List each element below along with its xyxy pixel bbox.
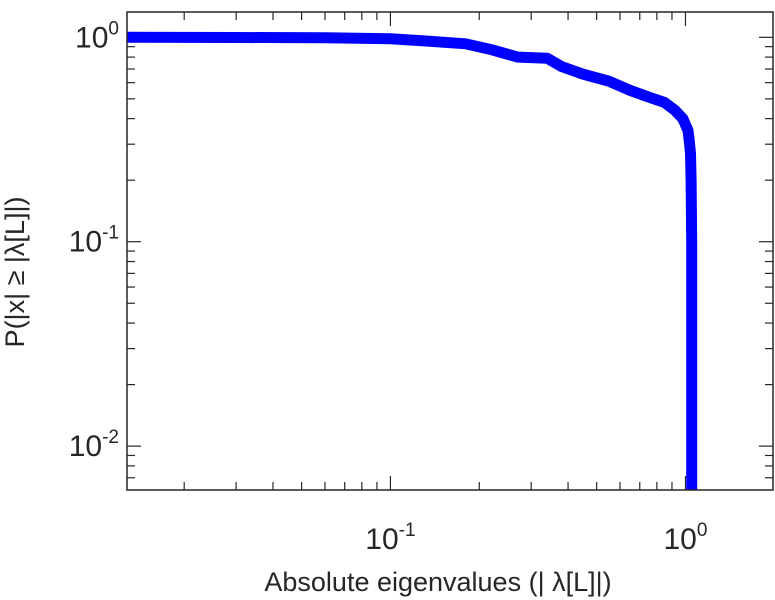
ticks-layer [127,12,773,490]
labels-layer: 10-1 100 100 10-1 10-2 [69,18,708,556]
plot-frame [126,11,774,491]
series-layer [126,31,698,490]
x-axis-label: Absolute eigenvalues (| λ[L]|) [264,567,611,597]
y-tick-label: 10-1 [69,223,119,259]
x-tick-label: 100 [663,520,707,556]
y-axis-label: P(|x| ≥ |λ[L]|) [0,197,30,348]
x-tick-label: 10-1 [365,520,415,556]
y-tick-label: 100 [75,18,119,54]
series-line-0 [126,31,698,490]
y-tick-label: 10-2 [69,427,119,463]
